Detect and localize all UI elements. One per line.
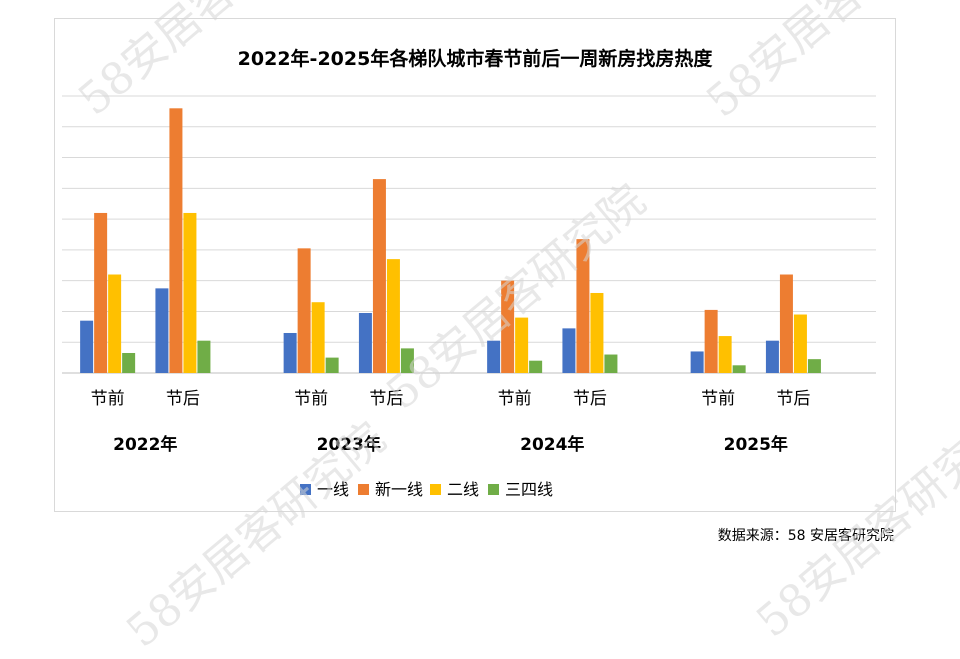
bar-2 (576, 239, 590, 373)
bar-2 (297, 248, 311, 373)
bar-4 (604, 354, 618, 373)
x-tick-label: 节前 (91, 389, 125, 409)
bar-2 (501, 280, 515, 373)
bar-1 (155, 288, 169, 373)
bar-3 (515, 317, 529, 373)
x-tick-label: 节前 (701, 389, 735, 409)
bar-1 (487, 340, 501, 373)
bar-2 (372, 179, 386, 373)
bar-2 (169, 108, 183, 374)
group-label: 2022年 (113, 434, 177, 455)
bar-1 (283, 332, 297, 373)
x-tick-label: 节后 (573, 389, 607, 409)
bar-2 (94, 212, 108, 373)
x-tick-label: 节后 (166, 389, 200, 409)
bar-1 (562, 328, 576, 373)
bar-3 (183, 212, 197, 373)
legend-swatch (488, 484, 499, 495)
bar-4 (732, 365, 746, 373)
group-label: 2024年 (520, 434, 584, 455)
x-tick-label: 节后 (369, 389, 403, 409)
legend-swatch (358, 484, 369, 495)
bar-4 (529, 360, 543, 373)
bar-3 (108, 274, 122, 373)
bar-4 (122, 352, 136, 373)
data-source: 数据来源：58 安居客研究院 (717, 528, 894, 544)
bar-1 (690, 351, 704, 373)
bar-4 (325, 357, 339, 373)
chart-title: 2022年-2025年各梯队城市春节前后一周新房找房热度 (237, 48, 713, 70)
legend-label: 一线 (317, 480, 349, 499)
legend-swatch (430, 484, 441, 495)
legend-label: 新一线 (375, 480, 423, 499)
bar-4 (807, 359, 821, 373)
bar-2 (779, 274, 793, 373)
x-tick-label: 节后 (776, 389, 810, 409)
bar-4 (197, 340, 211, 373)
bar-2 (704, 309, 718, 373)
group-label: 2023年 (317, 434, 381, 455)
bar-1 (765, 340, 779, 373)
legend-swatch (300, 484, 311, 495)
bar-3 (718, 336, 732, 373)
group-label: 2025年 (724, 434, 788, 455)
x-tick-label: 节前 (294, 389, 328, 409)
bar-4 (400, 348, 414, 373)
bar-3 (793, 314, 807, 373)
bar-3 (386, 259, 400, 373)
bar-3 (311, 302, 325, 373)
bar-3 (590, 292, 604, 373)
x-tick-label: 节前 (498, 389, 532, 409)
bar-1 (80, 320, 94, 373)
legend-label: 二线 (447, 480, 479, 499)
legend-label: 三四线 (505, 480, 553, 499)
bar-1 (358, 312, 372, 373)
